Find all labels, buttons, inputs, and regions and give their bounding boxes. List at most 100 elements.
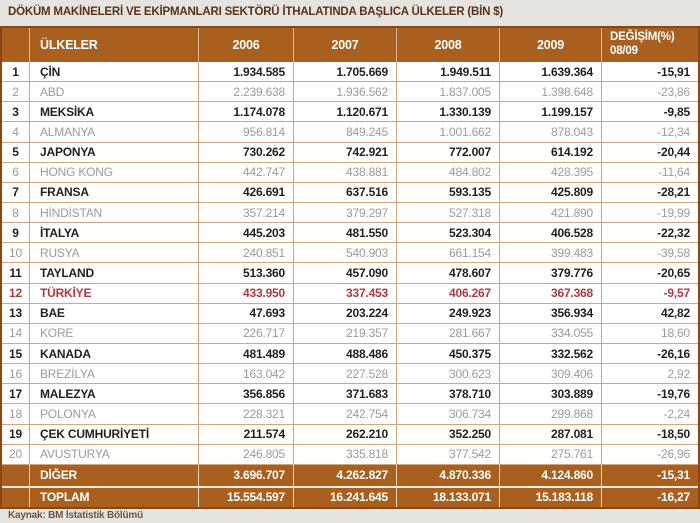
rank-cell: 3 <box>2 102 30 123</box>
value-cell: 356.856 <box>199 384 294 405</box>
table-row: 10 RUSYA 240.851 540.903 661.154 399.483 -39,5… <box>2 243 698 264</box>
country-cell: ÇİN <box>30 62 199 83</box>
rank-cell: 9 <box>2 223 30 244</box>
value-cell: 334.055 <box>500 323 602 344</box>
value-cell: 1.837.005 <box>397 82 500 103</box>
rank-cell: 5 <box>2 142 30 163</box>
rank-cell: 16 <box>2 364 30 385</box>
table-row: 20 AVUSTURYA 246.805 335.818 377.542 275.761-… <box>2 444 698 465</box>
value-cell: 367.368 <box>500 283 602 304</box>
value-cell: 406.267 <box>397 283 500 304</box>
country-cell: POLONYA <box>30 404 199 425</box>
value-cell: 527.318 <box>397 202 500 224</box>
summary-row: TOPLAM 15.554.597 16.241.645 18.133.071 15.1… <box>2 485 698 507</box>
summary-label-cell: TOPLAM <box>30 487 199 507</box>
country-cell: KORE <box>30 323 199 344</box>
value-cell: 457.090 <box>294 263 397 284</box>
value-cell: 428.395 <box>500 162 602 183</box>
country-cell: BAE <box>30 303 199 324</box>
change-cell: -11,64 <box>602 163 698 183</box>
value-cell: 481.550 <box>294 223 397 244</box>
value-cell: 240.851 <box>199 243 294 264</box>
change-cell: -9,57 <box>602 284 698 304</box>
change-cell: -9,85 <box>602 102 698 123</box>
col-header-2006: 2006 <box>199 28 294 62</box>
value-cell: 3.696.707 <box>199 464 294 486</box>
value-cell: 356.934 <box>500 303 602 324</box>
rank-cell: 20 <box>2 444 30 465</box>
col-header-2007: 2007 <box>294 28 397 62</box>
value-cell: 878.043 <box>500 122 602 143</box>
value-cell: 309.406 <box>500 364 602 385</box>
value-cell: 281.667 <box>397 323 500 344</box>
value-cell: 1.330.139 <box>397 102 500 123</box>
country-cell: FRANSA <box>30 182 199 203</box>
col-header-2009: 2009 <box>500 28 602 62</box>
country-cell: HONG KONG <box>30 162 199 183</box>
change-cell: -23,86 <box>602 82 698 103</box>
country-cell: HİNDİSTAN <box>30 202 199 224</box>
country-cell: RUSYA <box>30 243 199 264</box>
change-cell: -26,96 <box>602 445 698 465</box>
col-header-countries: ÜLKELER <box>30 28 199 62</box>
country-cell: AVUSTURYA <box>30 444 199 465</box>
country-cell: BREZİLYA <box>30 364 199 385</box>
table-row: 19 ÇEK CUMHURİYETİ 211.574 262.210 352.250 28… <box>2 424 698 445</box>
table-row: 4 ALMANYA 956.814 849.245 1.001.662 878.043 -1… <box>2 122 698 143</box>
table-row: 3 MEKSİKA 1.174.078 1.120.671 1.330.139 1.199… <box>2 102 698 123</box>
value-cell: 1.934.585 <box>199 62 294 83</box>
source-note: Kaynak: BM İstatistik Bölümü <box>8 510 143 522</box>
table-body: 1 ÇİN 1.934.585 1.705.669 1.949.511 1.639.364… <box>2 62 698 465</box>
table-row: 15 KANADA 481.489 488.486 450.375 332.562 -26,… <box>2 343 698 365</box>
value-cell: 335.818 <box>294 444 397 465</box>
value-cell: 421.890 <box>500 202 602 224</box>
country-cell: ÇEK CUMHURİYETİ <box>30 424 199 445</box>
change-cell: -18,50 <box>602 425 698 445</box>
value-cell: 226.717 <box>199 323 294 344</box>
value-cell: 1.001.662 <box>397 122 500 143</box>
change-cell: 42,82 <box>602 304 698 324</box>
value-cell: 593.135 <box>397 182 500 203</box>
rank-cell: 10 <box>2 243 30 264</box>
change-cell: -19,99 <box>602 203 698 224</box>
country-cell: ABD <box>30 82 199 103</box>
table-row: 7 FRANSA 426.691 637.516 593.135 425.809 -28,2… <box>2 182 698 203</box>
value-cell: 163.042 <box>199 364 294 385</box>
value-cell: 956.814 <box>199 122 294 143</box>
value-cell: 249.923 <box>397 303 500 324</box>
value-cell: 287.081 <box>500 424 602 445</box>
value-cell: 513.360 <box>199 263 294 284</box>
table-row: 18 POLONYA 228.321 242.754 306.734 299.868 -2,… <box>2 404 698 425</box>
table-row: 16 BREZİLYA 163.042 227.528 300.623 309.406 2,… <box>2 364 698 385</box>
value-cell: 2.239.638 <box>199 82 294 103</box>
rank-cell: 18 <box>2 404 30 425</box>
rank-cell: 2 <box>2 82 30 103</box>
value-cell: 203.224 <box>294 303 397 324</box>
change-cell: 18,60 <box>602 324 698 344</box>
value-cell: 484.802 <box>397 162 500 183</box>
value-cell: 371.683 <box>294 384 397 405</box>
value-cell: 1.639.364 <box>500 62 602 83</box>
value-cell: 849.245 <box>294 122 397 143</box>
value-cell: 1.398.648 <box>500 82 602 103</box>
value-cell: 426.691 <box>199 182 294 203</box>
value-cell: 228.321 <box>199 404 294 425</box>
country-cell: MALEZYA <box>30 384 199 405</box>
value-cell: 1.936.562 <box>294 82 397 103</box>
rank-cell: 17 <box>2 384 30 405</box>
rank-cell: 7 <box>2 182 30 203</box>
value-cell: 614.192 <box>500 142 602 163</box>
table-row: 13 BAE 47.693 203.224 249.923 356.934 42,82 <box>2 303 698 324</box>
table-summary: DİĞER 3.696.707 4.262.827 4.870.336 4.124.86… <box>2 464 698 507</box>
col-header-change: DEĞİŞİM(%) 08/09 <box>602 28 698 62</box>
value-cell: 15.554.597 <box>199 487 294 507</box>
col-header-rank <box>2 28 30 62</box>
value-cell: 275.761 <box>500 444 602 465</box>
rank-cell: 19 <box>2 424 30 445</box>
value-cell: 4.124.860 <box>500 464 602 486</box>
change-cell: -2,24 <box>602 404 698 425</box>
rank-cell <box>2 464 30 486</box>
value-cell: 399.483 <box>500 243 602 264</box>
table-row: 8 HİNDİSTAN 357.214 379.297 527.318 421.890 -1… <box>2 202 698 224</box>
